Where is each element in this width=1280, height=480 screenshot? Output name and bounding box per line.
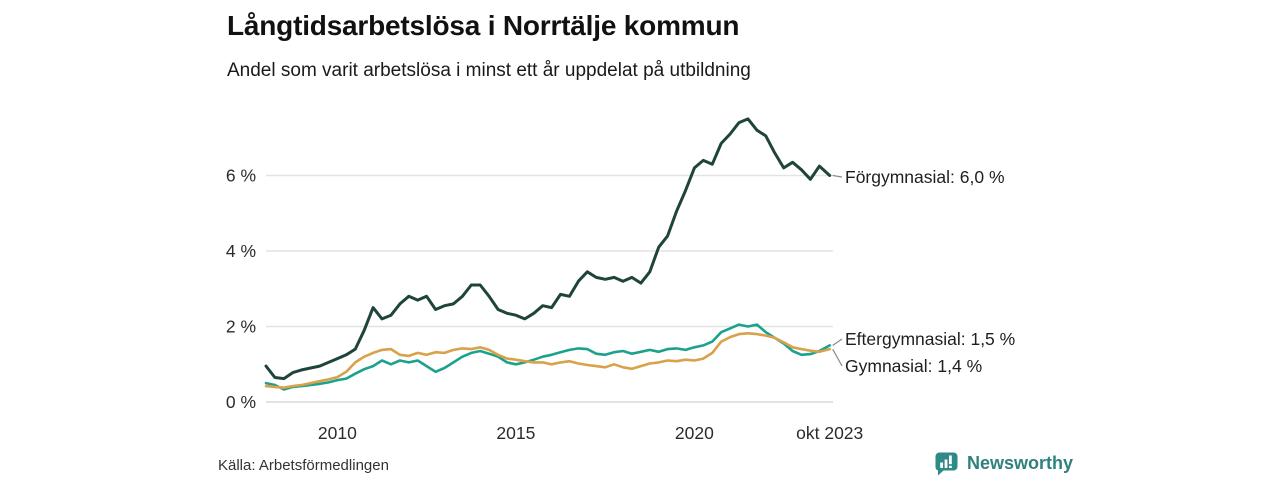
series-line-forgymnasial xyxy=(264,117,832,381)
x-axis-tick-label: okt 2023 xyxy=(796,423,863,443)
x-axis-tick-label: 2015 xyxy=(496,423,535,443)
series-line-eftergymnasial xyxy=(264,323,832,391)
source-attribution: Källa: Arbetsförmedlingen xyxy=(218,457,389,474)
x-axis-tick-label: 2010 xyxy=(318,423,357,443)
y-axis-tick-label: 6 % xyxy=(226,166,256,186)
series-end-label-gymnasial: Gymnasial: 1,4 % xyxy=(845,356,983,376)
y-axis-tick-label: 0 % xyxy=(226,392,256,412)
label-connector-forgymnasial xyxy=(832,174,843,178)
y-axis-tick-label: 2 % xyxy=(226,317,256,337)
series-line-gymnasial xyxy=(264,331,832,390)
chart-subtitle: Andel som varit arbetslösa i minst ett å… xyxy=(227,60,751,81)
chart-title: Långtidsarbetslösa i Norrtälje kommun xyxy=(227,10,740,41)
logo-exclamation-dot xyxy=(949,465,952,468)
logo-exclamation-bar xyxy=(949,455,952,465)
series-end-label-forgymnasial: Förgymnasial: 6,0 % xyxy=(845,167,1005,187)
label-connector-eftergymnasial xyxy=(832,338,843,346)
label-connector-gymnasial xyxy=(832,348,843,367)
x-axis-tick-label: 2020 xyxy=(675,423,714,443)
logo-bar-medium xyxy=(944,459,948,468)
newsworthy-brand: Newsworthy xyxy=(934,451,1073,476)
y-axis-tick-label: 4 % xyxy=(226,241,256,261)
series-end-label-eftergymnasial: Eftergymnasial: 1,5 % xyxy=(845,329,1016,349)
newsworthy-logo-icon xyxy=(935,452,958,476)
newsworthy-logo-text: Newsworthy xyxy=(967,453,1074,473)
logo-bar-small xyxy=(940,462,943,468)
